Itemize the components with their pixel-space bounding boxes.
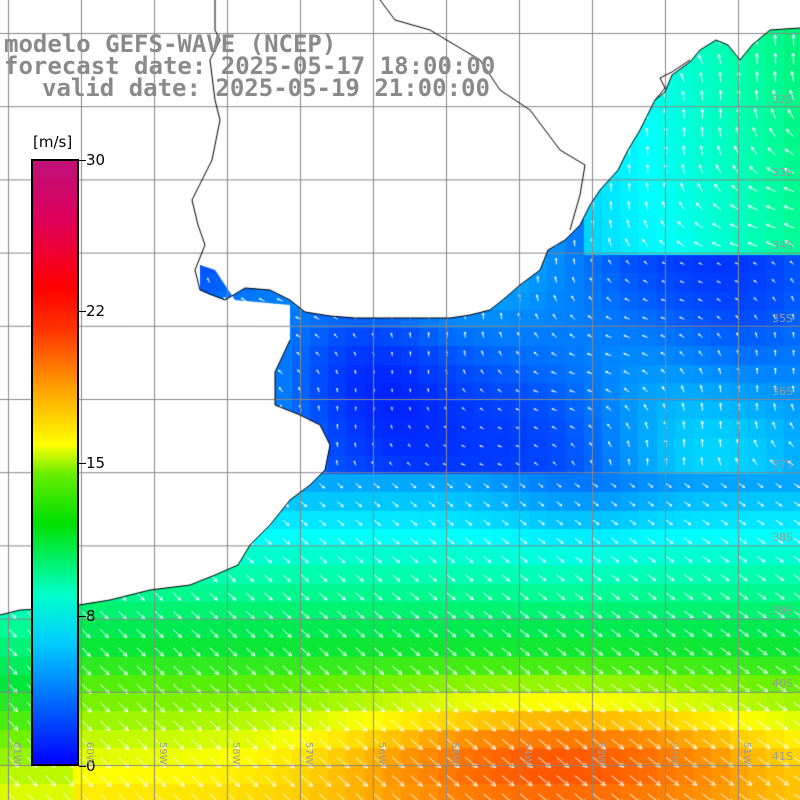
longitude-label: 51W [741, 742, 752, 765]
longitude-label: 52W [668, 742, 679, 765]
title-model: modelo GEFS-WAVE (NCEP) [4, 30, 337, 58]
colorbar-tick [79, 160, 86, 161]
colorbar-tick [79, 463, 86, 464]
longitude-label: 56W [376, 742, 387, 765]
colorbar-unit: [m/s] [33, 133, 73, 151]
title-valid-date: valid date: 2025-05-19 21:00:00 [42, 74, 490, 102]
longitude-label: 57W [303, 742, 314, 765]
colorbar-tick [79, 766, 86, 767]
longitude-label: 58W [230, 742, 241, 765]
colorbar [31, 159, 79, 766]
longitude-label: 55W [449, 742, 460, 765]
latitude-label: 39S [772, 604, 793, 617]
latitude-label: 38S [772, 531, 793, 544]
latitude-label: 36S [772, 385, 793, 398]
colorbar-tick-label: 22 [86, 302, 106, 320]
longitude-label: 53W [595, 742, 606, 765]
longitude-label: 59W [157, 742, 168, 765]
latitude-label: 32S [772, 93, 793, 106]
latitude-label: 37S [772, 458, 793, 471]
latitude-label: 33S [772, 166, 793, 179]
colorbar-tick [79, 311, 86, 312]
latitude-label: 34S [772, 239, 793, 252]
latitude-label: 41S [772, 750, 793, 763]
latitude-label: 35S [772, 312, 793, 325]
colorbar-tick-label: 0 [86, 757, 96, 775]
colorbar-tick-label: 15 [86, 454, 106, 472]
colorbar-tick [79, 616, 86, 617]
latitude-label: 40S [772, 677, 793, 690]
longitude-label: 61W [11, 742, 22, 765]
colorbar-tick-label: 8 [86, 607, 96, 625]
longitude-label: 60W [84, 742, 95, 765]
colorbar-tick-label: 30 [86, 151, 106, 169]
longitude-label: 54W [522, 742, 533, 765]
title-forecast-date: forecast date: 2025-05-17 18:00:00 [4, 52, 496, 80]
